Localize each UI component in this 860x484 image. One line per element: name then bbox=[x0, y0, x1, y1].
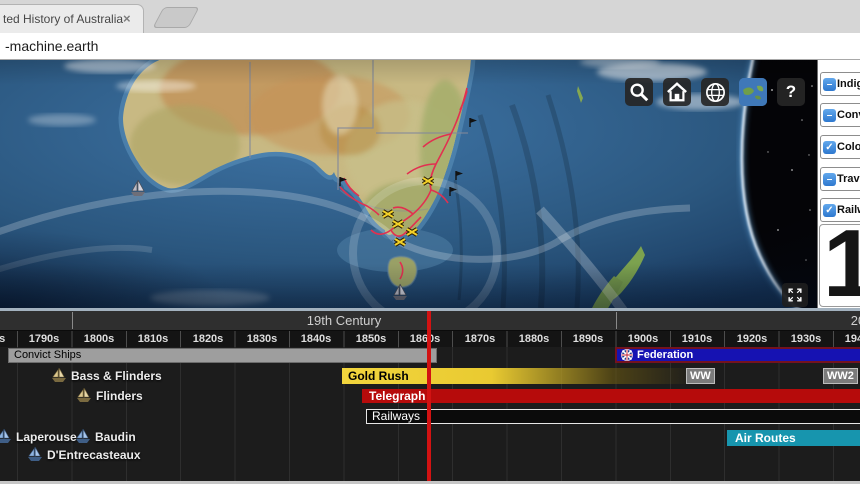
ship-icon bbox=[75, 429, 91, 444]
decade-label: 1940s bbox=[844, 333, 860, 345]
map-layer-button[interactable] bbox=[739, 78, 767, 106]
event-bar-gold-rush[interactable]: Gold Rush bbox=[342, 368, 698, 384]
century-divider bbox=[72, 312, 73, 329]
fullscreen-arrows-icon bbox=[788, 288, 802, 302]
map-timeline-divider bbox=[0, 308, 860, 311]
timeline-bottom-strip bbox=[0, 481, 860, 484]
legend-item-convicts[interactable]: – Conv bbox=[820, 103, 860, 127]
century-label-20th: 20th Century bbox=[850, 313, 860, 328]
decade-label: 1830s bbox=[246, 333, 278, 345]
current-year-display: 1 bbox=[819, 224, 860, 307]
tab-close-icon[interactable]: × bbox=[123, 11, 131, 26]
decade-label: 1900s bbox=[627, 333, 659, 345]
ship-icon bbox=[27, 447, 43, 462]
url-text: -machine.earth bbox=[5, 38, 99, 54]
decade-label: 1930s bbox=[790, 333, 822, 345]
decade-label: 1870s bbox=[464, 333, 496, 345]
home-button[interactable] bbox=[663, 78, 691, 106]
legend-item-colonisation[interactable]: ✓ Color bbox=[820, 135, 860, 159]
legend-panel: – Indige – Conv ✓ Color – Trave ✓ Railw … bbox=[817, 60, 860, 308]
decade-label: 1820s bbox=[192, 333, 224, 345]
legend-item-railways[interactable]: ✓ Railw bbox=[820, 198, 860, 222]
new-tab-button[interactable] bbox=[152, 7, 200, 28]
event-bar-railways[interactable]: Railways bbox=[366, 409, 860, 424]
federation-label: Federation bbox=[637, 349, 694, 361]
decade-label: 1920s bbox=[736, 333, 768, 345]
event-bar-air-routes[interactable]: Air Routes bbox=[727, 430, 860, 446]
event-badge-ww2[interactable]: WW2 bbox=[823, 368, 858, 384]
decade-label: 1800s bbox=[83, 333, 115, 345]
decade-label: 1890s bbox=[572, 333, 604, 345]
timeline[interactable]: 19th Century 20th Century 1780s 1790s 18… bbox=[0, 311, 860, 484]
checkbox-checked-icon[interactable]: ✓ bbox=[823, 203, 836, 217]
event-bar-convict-ships[interactable]: Convict Ships bbox=[8, 348, 437, 363]
decade-label: 1840s bbox=[300, 333, 332, 345]
checkbox-partial-icon[interactable]: – bbox=[823, 108, 836, 122]
globe-map[interactable]: ? bbox=[0, 60, 817, 308]
event-badge-ww1[interactable]: WW bbox=[686, 368, 715, 384]
decade-label: 1860s bbox=[409, 333, 441, 345]
fullscreen-button[interactable] bbox=[782, 283, 808, 307]
century-divider bbox=[616, 312, 617, 329]
voyage-baudin[interactable]: Baudin bbox=[74, 429, 136, 444]
event-bar-telegraph[interactable]: Telegraph bbox=[362, 389, 860, 403]
search-icon bbox=[630, 83, 649, 102]
map-graphics bbox=[0, 60, 817, 308]
map-thumbnail-icon bbox=[739, 78, 767, 106]
help-button[interactable]: ? bbox=[777, 78, 805, 106]
voyage-laperouse[interactable]: Laperouse bbox=[0, 429, 77, 444]
ship-icon bbox=[0, 429, 12, 444]
australian-flag-icon bbox=[621, 349, 633, 361]
event-bar-federation[interactable]: Federation bbox=[615, 347, 860, 363]
search-button[interactable] bbox=[625, 78, 653, 106]
globe-icon bbox=[705, 82, 725, 102]
checkbox-partial-icon[interactable]: – bbox=[823, 172, 836, 186]
decade-label: 1810s bbox=[137, 333, 169, 345]
help-label: ? bbox=[785, 82, 797, 101]
ship-icon bbox=[76, 388, 92, 403]
browser-url-bar[interactable]: -machine.earth bbox=[0, 33, 860, 60]
decade-label: 1880s bbox=[518, 333, 550, 345]
voyage-dentrecasteaux[interactable]: D'Entrecasteaux bbox=[26, 447, 141, 462]
voyage-flinders[interactable]: Flinders bbox=[75, 388, 143, 403]
decade-label: 1910s bbox=[681, 333, 713, 345]
tab-title: ted History of Australia bbox=[3, 12, 124, 26]
globe-view-button[interactable] bbox=[701, 78, 729, 106]
legend-item-travellers[interactable]: – Trave bbox=[820, 167, 860, 191]
ship-icon bbox=[51, 368, 67, 383]
legend-item-indigenous[interactable]: – Indige bbox=[820, 72, 860, 96]
browser-tab-bar: ted History of Australia × bbox=[0, 0, 860, 34]
decade-label: 1780s bbox=[0, 333, 6, 345]
checkbox-checked-icon[interactable]: ✓ bbox=[823, 140, 836, 154]
browser-tab[interactable]: ted History of Australia × bbox=[0, 4, 144, 34]
checkbox-partial-icon[interactable]: – bbox=[823, 77, 836, 91]
century-label-19th: 19th Century bbox=[306, 313, 382, 328]
timeline-cursor[interactable] bbox=[427, 311, 431, 481]
decade-label: 1850s bbox=[355, 333, 387, 345]
decade-label: 1790s bbox=[28, 333, 60, 345]
voyage-bass-flinders[interactable]: Bass & Flinders bbox=[50, 368, 162, 383]
home-icon bbox=[667, 82, 687, 102]
year-digit: 1 bbox=[820, 225, 860, 306]
